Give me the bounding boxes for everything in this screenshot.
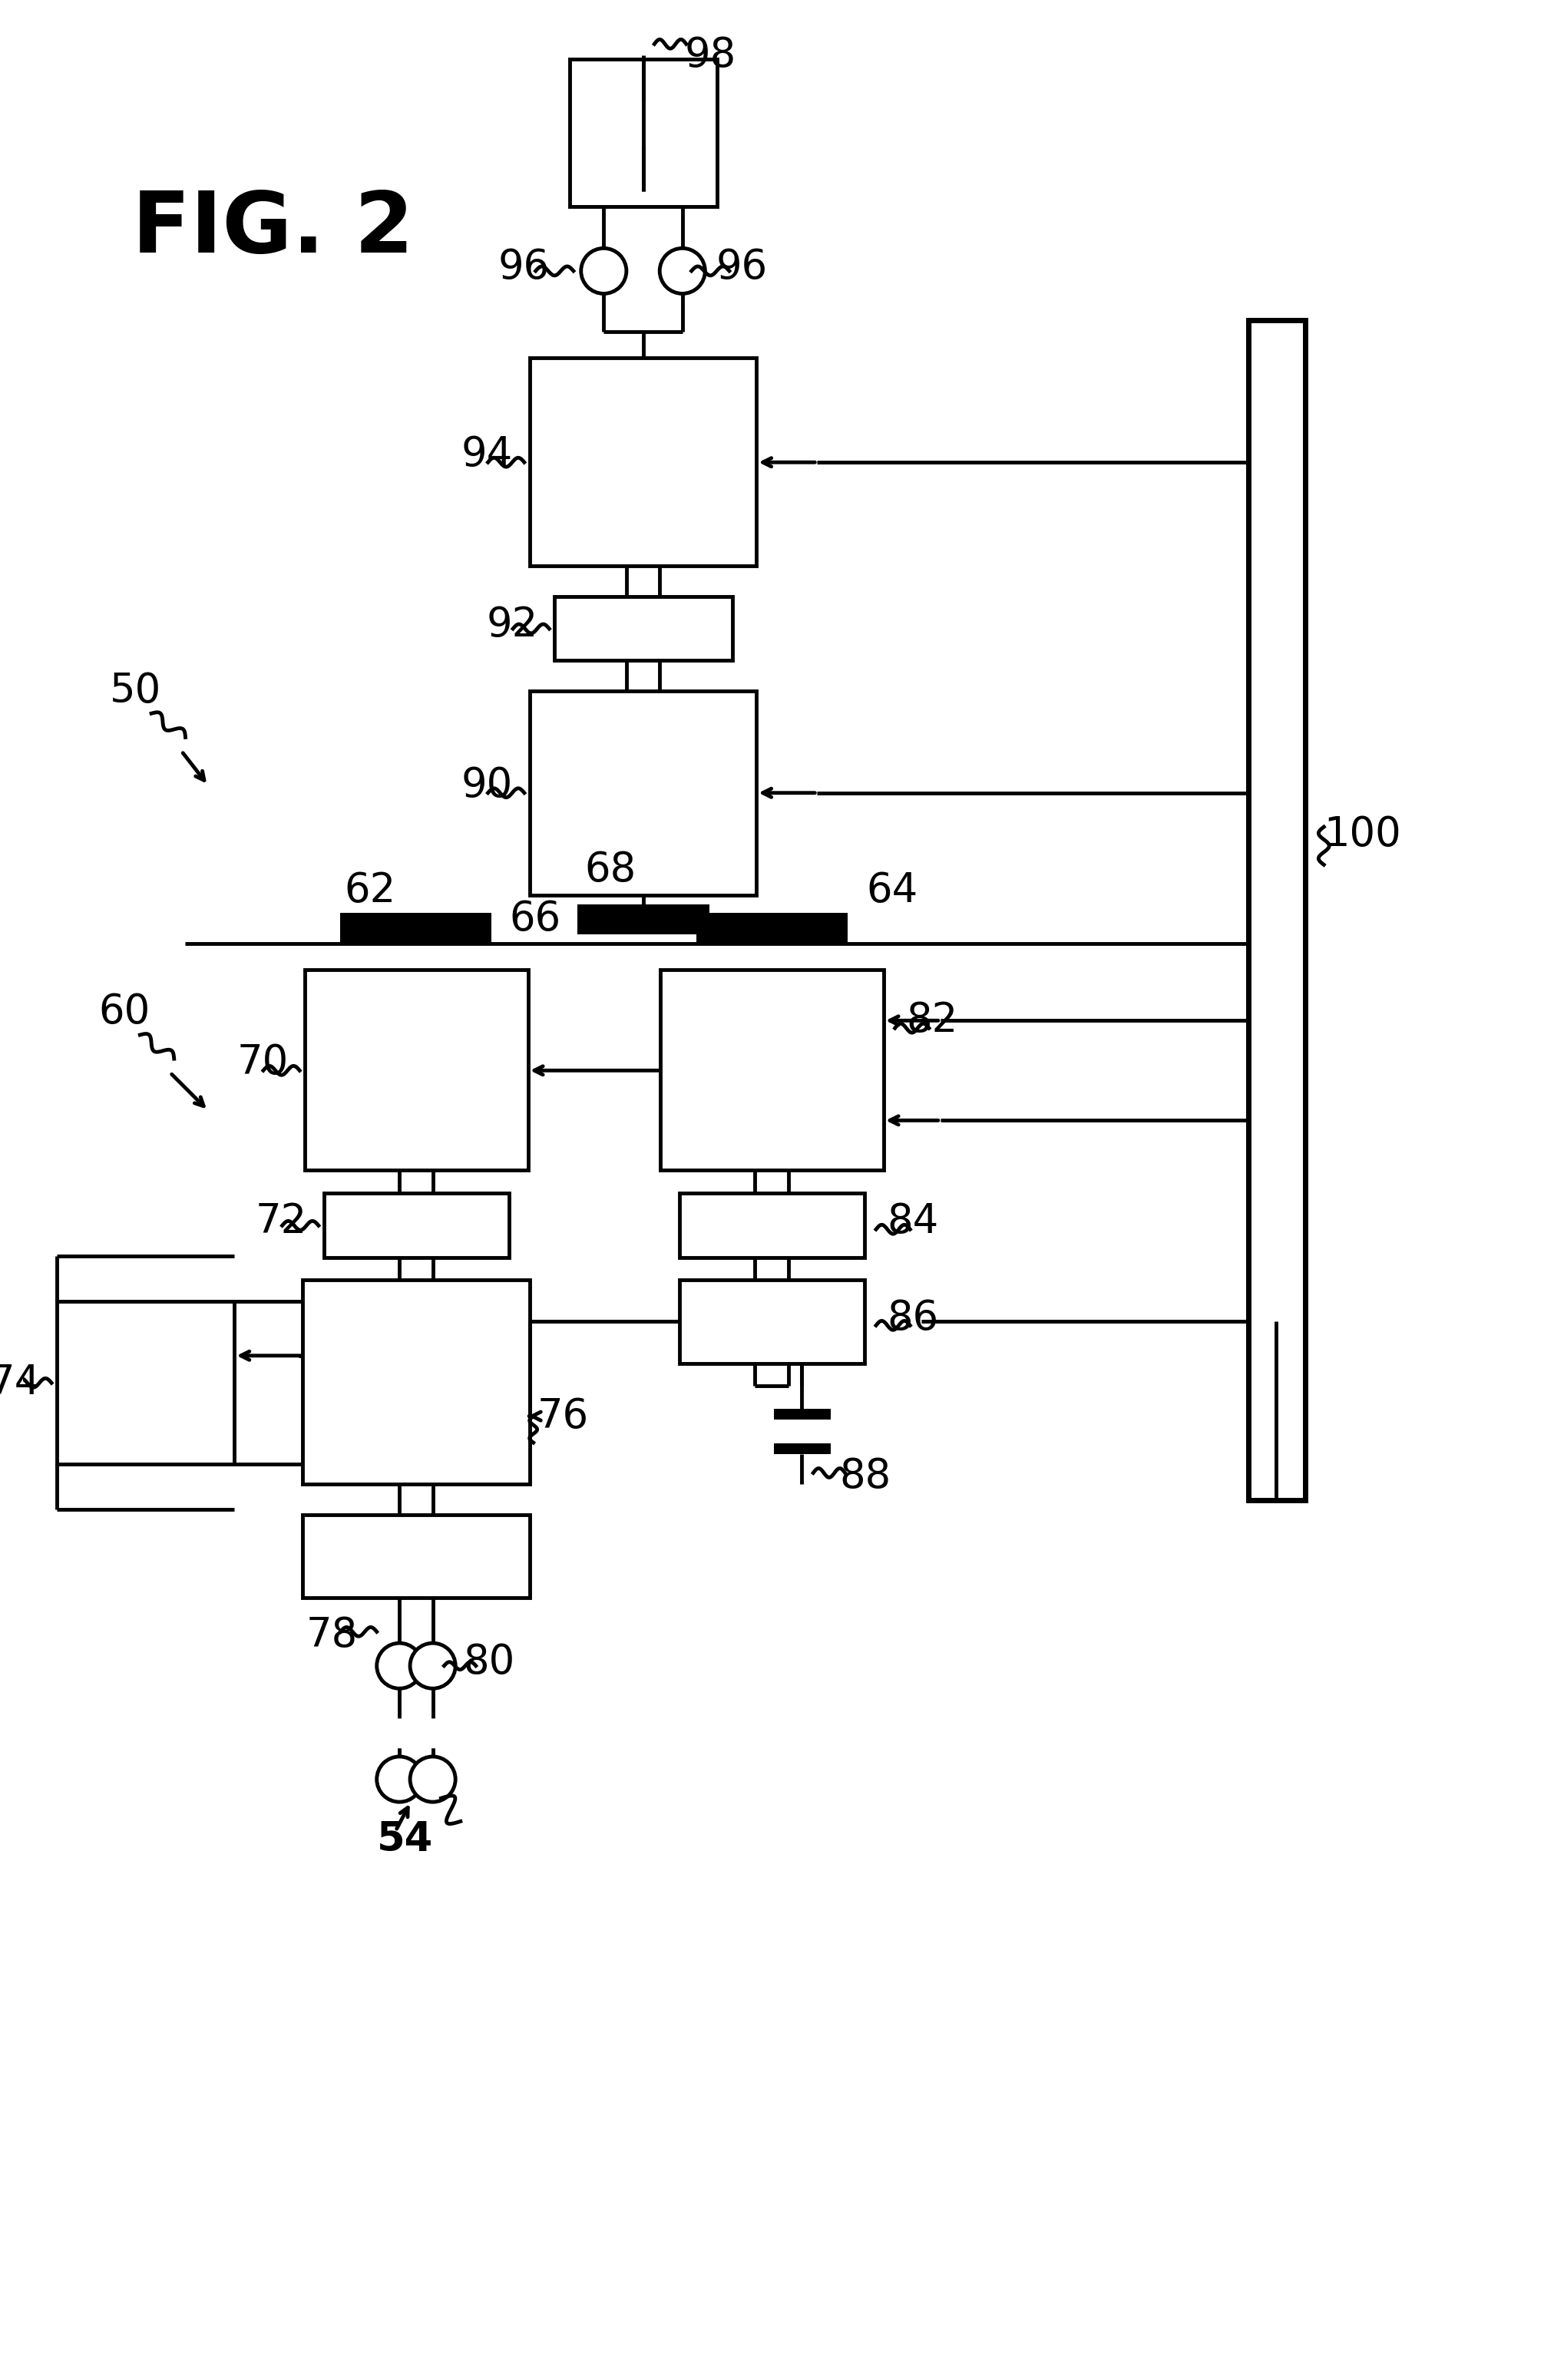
Text: 68: 68	[585, 850, 636, 890]
Text: 66: 66	[510, 900, 560, 940]
Bar	[530, 357, 757, 566]
Bar	[608, 136, 678, 145]
Text: 100: 100	[1323, 814, 1402, 854]
Bar	[530, 690, 757, 895]
Bar	[577, 904, 710, 935]
Bar	[303, 1514, 530, 1597]
Bar	[57, 1302, 235, 1464]
Text: 88: 88	[840, 1457, 891, 1497]
Text: 64: 64	[866, 871, 917, 912]
Text: 90: 90	[462, 766, 513, 804]
Text: 72: 72	[256, 1202, 307, 1242]
Text: 78: 78	[306, 1616, 358, 1656]
Bar	[696, 914, 848, 942]
Circle shape	[581, 248, 627, 293]
Text: 76: 76	[537, 1397, 588, 1435]
Circle shape	[377, 1756, 422, 1802]
Text: 96: 96	[716, 248, 767, 288]
Text: 92: 92	[486, 605, 537, 645]
Text: 70: 70	[236, 1042, 289, 1083]
Text: 98: 98	[684, 36, 736, 76]
Text: 84: 84	[888, 1202, 939, 1242]
Bar	[774, 1409, 831, 1418]
Text: 80: 80	[463, 1642, 514, 1683]
Text: 50: 50	[110, 671, 162, 712]
Bar	[341, 914, 491, 942]
Text: 62: 62	[344, 871, 395, 912]
Bar	[679, 1280, 865, 1364]
Circle shape	[377, 1642, 422, 1687]
Text: FIG. 2: FIG. 2	[133, 188, 414, 271]
Bar	[303, 1280, 530, 1485]
Circle shape	[411, 1642, 455, 1687]
Bar	[774, 1442, 831, 1454]
Bar	[679, 1192, 865, 1257]
Text: 96: 96	[497, 248, 550, 288]
Bar	[661, 971, 883, 1171]
Bar	[324, 1192, 510, 1257]
Bar	[570, 60, 716, 207]
Bar	[608, 100, 678, 112]
Circle shape	[411, 1756, 455, 1802]
Text: 94: 94	[462, 436, 513, 474]
Bar	[1248, 319, 1305, 1499]
Text: 74: 74	[0, 1364, 40, 1402]
Circle shape	[659, 248, 706, 293]
Text: 54: 54	[377, 1821, 432, 1859]
Bar	[554, 597, 732, 662]
Text: 60: 60	[99, 992, 150, 1033]
Text: 86: 86	[888, 1297, 939, 1338]
Bar	[304, 971, 528, 1171]
Text: 82: 82	[906, 1000, 957, 1040]
